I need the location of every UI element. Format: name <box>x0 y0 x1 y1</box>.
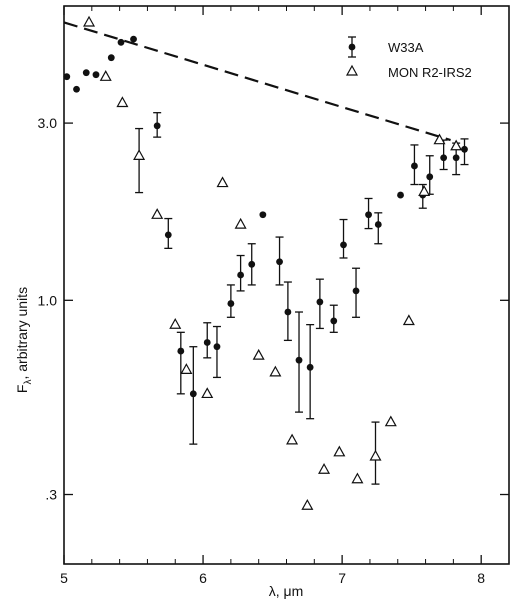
legend-entry-mon-r2-irs2: MON R2-IRS2 <box>345 64 472 80</box>
mon-r2-irs2-point-19 <box>402 314 415 326</box>
legend-w33a-label: W33A <box>388 40 424 55</box>
mon-r2-irs2-point-1 <box>99 70 112 81</box>
mon-r2-irs2-point-13 <box>301 499 314 510</box>
mon-r2-irs2-point-21 <box>433 133 446 145</box>
w33a-point-12 <box>213 343 221 351</box>
mon-r2-irs2-point-9 <box>234 217 247 229</box>
dashed-reference-line <box>63 21 451 142</box>
data-markers <box>63 15 468 510</box>
w33a-point-9 <box>177 347 185 355</box>
legend-entry-w33a: W33A <box>348 36 424 58</box>
w33a-point-27 <box>397 191 404 199</box>
w33a-point-31 <box>440 154 448 162</box>
tick-marks <box>63 6 509 564</box>
mon-r2-irs2-point-11 <box>269 365 282 377</box>
w33a-point-0 <box>63 73 71 81</box>
w33a-point-30 <box>426 173 434 181</box>
mon-r2-irs2-point-14 <box>318 463 331 474</box>
w33a-point-18 <box>284 308 292 316</box>
x-axis-label: λ, μm <box>269 583 304 599</box>
w33a-point-32 <box>452 154 460 162</box>
w33a-point-13 <box>227 300 235 307</box>
legend-mon-r2-irs2-label: MON R2-IRS2 <box>388 65 472 80</box>
y-axis-label: Fλ, arbitrary units <box>14 287 34 393</box>
w33a-point-33 <box>461 145 468 153</box>
mon-r2-irs2-point-6 <box>180 363 193 374</box>
mon-r2-irs2-point-10 <box>252 348 265 360</box>
mon-r2-irs2-point-20 <box>418 185 431 196</box>
w33a-point-5 <box>117 38 125 46</box>
w33a-point-2 <box>82 69 90 77</box>
w33a-point-15 <box>248 260 256 268</box>
legend-mon-r2-irs2-marker <box>345 64 359 76</box>
mon-r2-irs2-point-3 <box>133 149 146 160</box>
mon-r2-irs2-point-0 <box>83 15 96 27</box>
w33a-point-3 <box>92 71 100 79</box>
w33a-point-1 <box>73 85 80 93</box>
y-tick-label-1: 1.0 <box>38 292 58 308</box>
w33a-point-20 <box>306 363 314 371</box>
mon-r2-irs2-point-4 <box>151 208 164 219</box>
w33a-point-24 <box>352 287 360 295</box>
mon-r2-irs2-point-17 <box>369 449 382 461</box>
error-bars <box>135 112 469 485</box>
w33a-point-28 <box>411 162 418 170</box>
w33a-point-19 <box>295 356 303 364</box>
x-tick-label-5: 5 <box>60 570 68 586</box>
mon-r2-irs2-point-15 <box>333 445 346 457</box>
w33a-point-7 <box>153 122 161 130</box>
mon-r2-irs2-point-22 <box>450 139 463 151</box>
x-tick-label-7: 7 <box>338 570 346 586</box>
w33a-point-23 <box>340 241 347 249</box>
y-tick-label-3: 3.0 <box>38 115 58 131</box>
mon-r2-irs2-point-12 <box>286 433 299 445</box>
x-tick-label-8: 8 <box>477 570 485 586</box>
reference-line-group <box>63 21 451 142</box>
w33a-point-25 <box>365 211 372 219</box>
mon-r2-irs2-point-16 <box>351 472 364 484</box>
w33a-point-11 <box>203 339 211 346</box>
w33a-point-8 <box>164 231 172 239</box>
mon-r2-irs2-point-7 <box>201 387 214 399</box>
w33a-point-10 <box>189 390 197 398</box>
tick-labels: 5 6 7 8 .3 1.0 3.0 <box>38 115 486 586</box>
w33a-point-16 <box>259 211 267 219</box>
mon-r2-irs2-point-8 <box>216 176 229 188</box>
w33a-point-14 <box>237 271 245 279</box>
w33a-point-26 <box>374 221 382 228</box>
mon-r2-irs2-point-18 <box>384 415 397 427</box>
w33a-point-21 <box>316 298 324 306</box>
w33a-point-22 <box>330 317 338 325</box>
mon-r2-irs2-point-5 <box>169 318 182 329</box>
w33a-point-6 <box>130 35 137 43</box>
legend: W33A MON R2-IRS2 <box>345 36 472 80</box>
y-tick-label-0.3: .3 <box>45 487 57 503</box>
w33a-point-17 <box>276 258 283 266</box>
legend-w33a-marker <box>348 43 356 51</box>
x-tick-label-6: 6 <box>199 570 207 586</box>
mon-r2-irs2-point-2 <box>116 96 129 108</box>
w33a-point-4 <box>107 54 115 62</box>
